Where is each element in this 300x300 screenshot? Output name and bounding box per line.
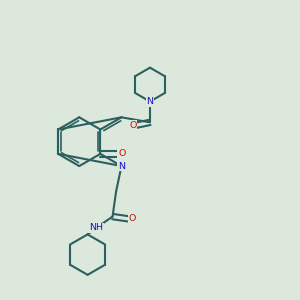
Text: O: O bbox=[129, 214, 136, 224]
Text: O: O bbox=[118, 149, 125, 158]
Text: N: N bbox=[146, 97, 154, 106]
Text: O: O bbox=[129, 121, 136, 130]
Text: N: N bbox=[118, 161, 125, 170]
Text: NH: NH bbox=[89, 224, 103, 232]
